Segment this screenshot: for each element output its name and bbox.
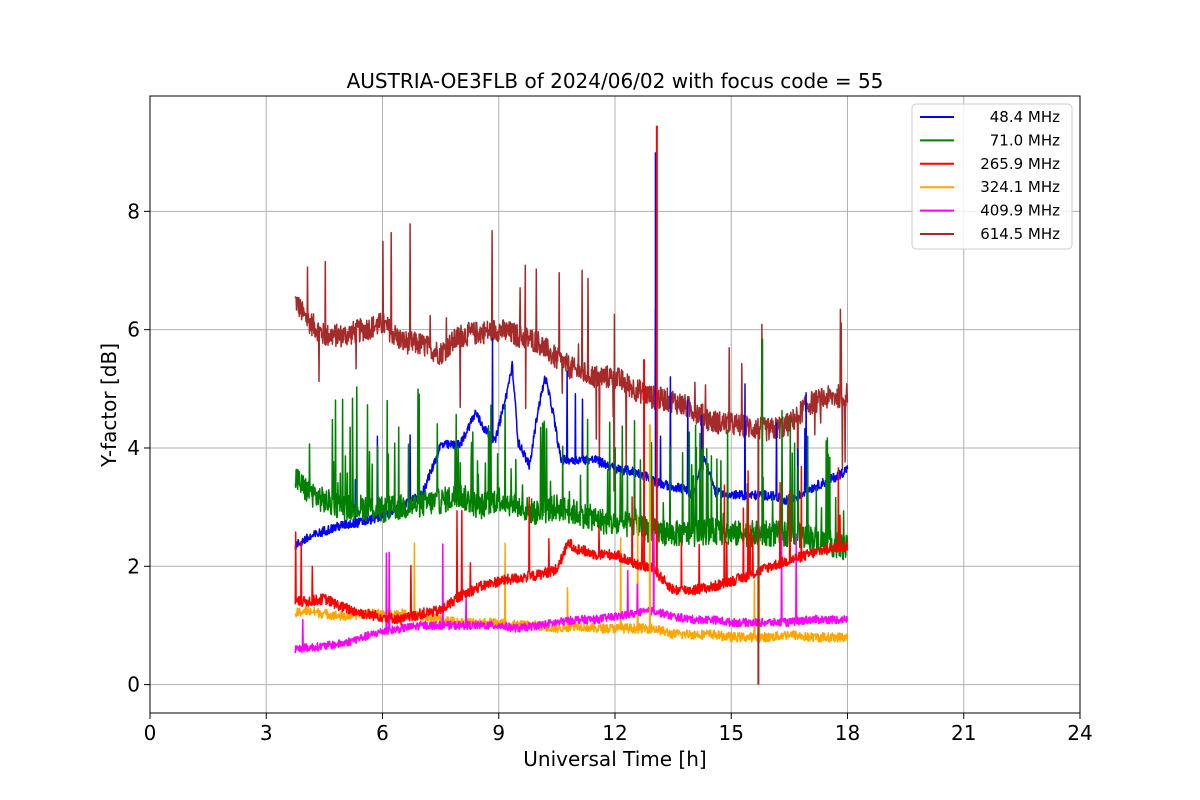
x-axis-label: Universal Time [h]: [523, 747, 706, 771]
y-tick-label: 6: [127, 318, 140, 342]
x-tick-label: 18: [835, 721, 860, 745]
x-tick-label: 12: [602, 721, 627, 745]
x-tick-label: 9: [492, 721, 505, 745]
legend-label: 48.4 MHz: [990, 108, 1060, 126]
series-line-710: [294, 386, 849, 561]
legend-label: 71.0 MHz: [990, 131, 1060, 149]
legend-label: 265.9 MHz: [980, 155, 1060, 173]
x-tick-label: 0: [144, 721, 157, 745]
legend-label: 324.1 MHz: [980, 178, 1060, 196]
x-tick-label: 24: [1067, 721, 1092, 745]
y-axis-label: Y-factor [dB]: [97, 343, 121, 468]
legend-label: 409.9 MHz: [980, 202, 1060, 220]
y-tick-label: 8: [127, 199, 140, 223]
series-line-484: [294, 337, 849, 550]
legend: 48.4 MHz 71.0 MHz 265.9 MHz 324.1 MHz 409.9 …: [911, 103, 1073, 250]
x-tick-label: 21: [951, 721, 976, 745]
chart-title: AUSTRIA-OE3FLB of 2024/06/02 with focus …: [347, 69, 884, 93]
x-tick-label: 3: [260, 721, 273, 745]
x-tick-label: 6: [376, 721, 389, 745]
legend-label: 614.5 MHz: [980, 225, 1060, 243]
y-tick-label: 4: [127, 436, 140, 460]
series-line-2659: [294, 465, 849, 626]
series-line-6145: [294, 223, 849, 522]
y-tick-label: 2: [127, 554, 140, 578]
series-layer: [294, 125, 849, 685]
series-line-4099: [294, 533, 849, 654]
x-tick-label: 15: [719, 721, 744, 745]
y-tick-label: 0: [127, 673, 140, 697]
